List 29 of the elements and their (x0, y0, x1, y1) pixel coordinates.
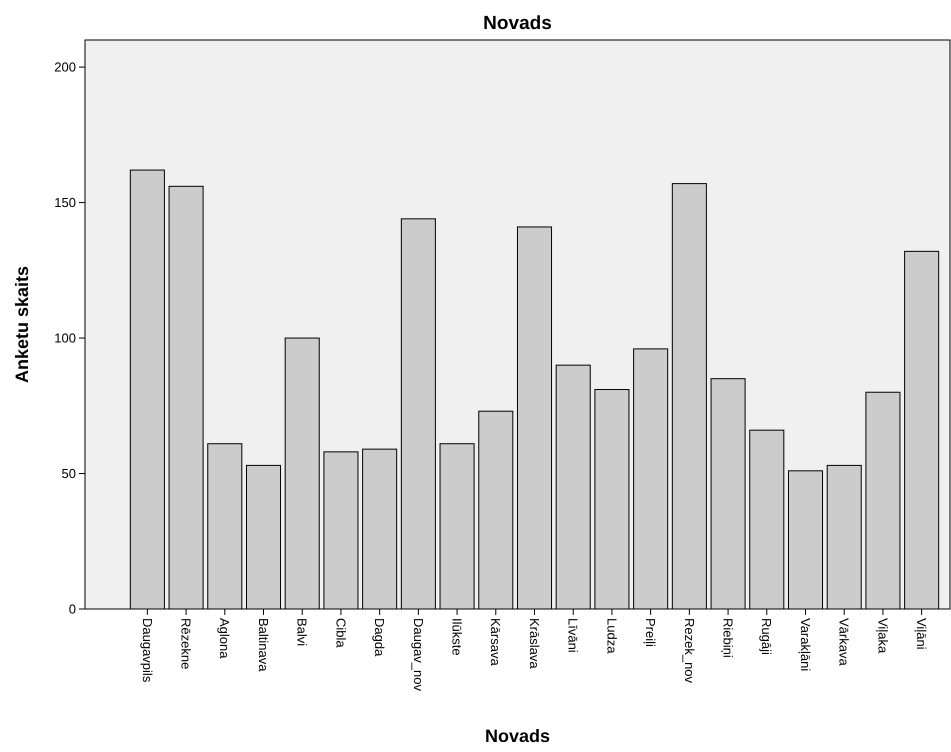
y-tick-label: 0 (68, 602, 76, 617)
y-axis-title: Anketu skaits (12, 266, 32, 384)
x-tick-label: Ludza (604, 618, 620, 654)
y-tick-label: 200 (54, 60, 76, 75)
x-tick-label: Aglona (217, 618, 232, 660)
x-tick-label: Preiļi (643, 618, 658, 648)
x-tick-label: Varakļāni (798, 618, 813, 672)
x-tick-label: Daugavpils (140, 618, 155, 683)
y-tick-label: 150 (54, 195, 76, 210)
x-tick-label: Vārkava (836, 618, 852, 666)
y-tick-label: 100 (54, 330, 76, 346)
x-tick-label: Riebiņi (720, 618, 736, 658)
x-tick-label: Viļāni (914, 618, 930, 650)
x-tick-label: Dagda (372, 618, 388, 658)
x-tick-label: Ilūkste (450, 618, 465, 656)
x-tick-label: Viļaka (875, 618, 890, 654)
x-tick-label: Rēzekne (178, 618, 194, 670)
x-tick-label: Līvāni (566, 618, 581, 653)
y-tick-label: 50 (62, 466, 76, 482)
x-tick-label: Rezek_nov (682, 618, 697, 684)
x-tick-label: Baltinava (256, 618, 271, 672)
chart-title: Novads (483, 13, 552, 34)
x-axis-title: Novads (484, 726, 550, 746)
x-tick-label: Daugav_nov (410, 618, 426, 692)
x-tick-label: Rugāji (759, 618, 774, 655)
x-tick-label: Krāslava (526, 618, 542, 670)
x-tick-label: Balvi (294, 618, 310, 646)
x-tick-label: Kārsava (488, 618, 504, 666)
x-tick-label: Cibla (333, 618, 348, 648)
